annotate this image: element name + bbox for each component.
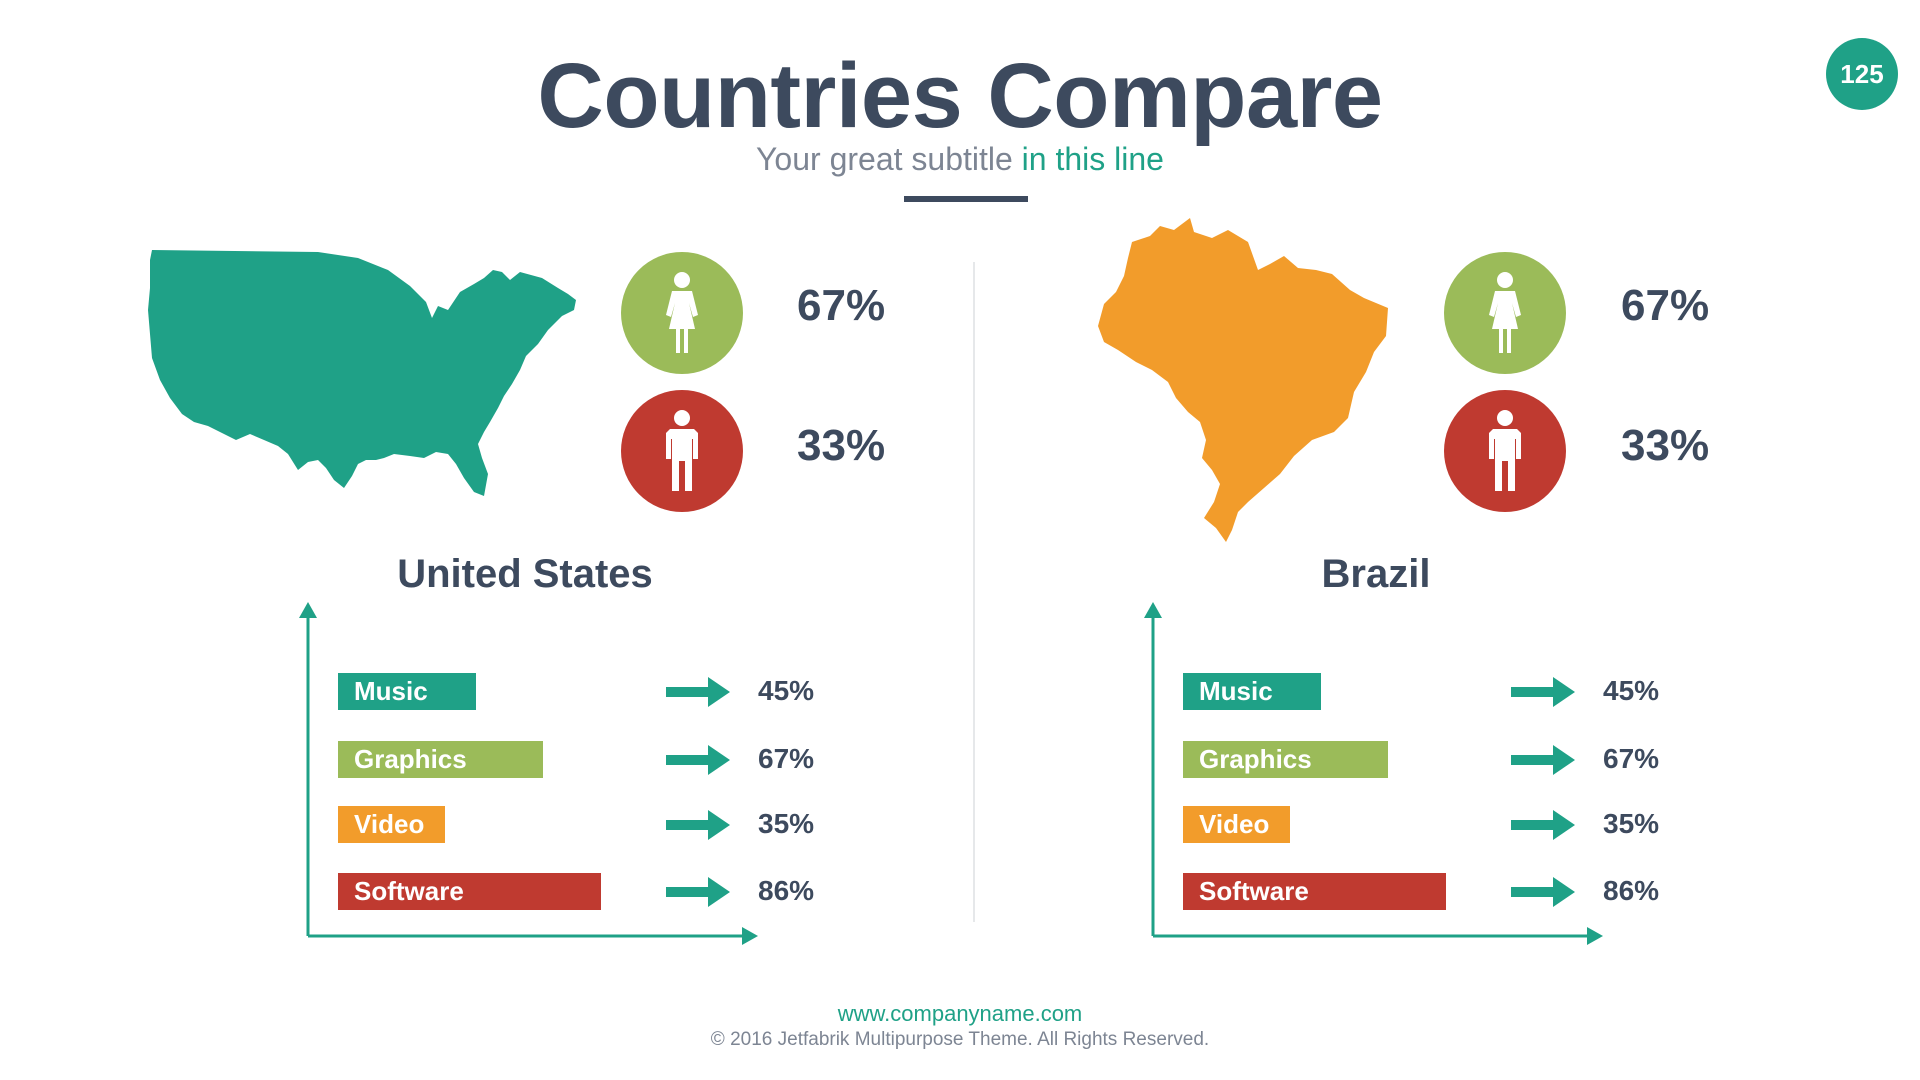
arrow-right-icon bbox=[666, 877, 730, 907]
female-pct-us: 67% bbox=[797, 281, 886, 330]
y-axis-arrowhead bbox=[299, 602, 317, 618]
chart-axes bbox=[299, 602, 758, 945]
male-person-icon bbox=[666, 410, 698, 491]
male-pct-br: 33% bbox=[1621, 421, 1710, 470]
arrow-right-icon bbox=[666, 677, 730, 707]
male-circle-us bbox=[621, 390, 743, 512]
bar-value-music: 45% bbox=[1603, 675, 1660, 706]
male-person-icon bbox=[1489, 410, 1521, 491]
bar-value-music: 45% bbox=[758, 675, 815, 706]
bar-value-software: 86% bbox=[758, 875, 815, 906]
slide-title: Countries Compare bbox=[537, 45, 1383, 147]
bar-music: Music bbox=[338, 673, 476, 710]
female-pct-br: 67% bbox=[1621, 281, 1710, 330]
bar-value-graphics: 67% bbox=[758, 743, 815, 774]
bar-software: Software bbox=[1183, 873, 1446, 910]
brazil-map bbox=[1098, 218, 1388, 542]
female-circle-us bbox=[621, 252, 743, 374]
center-divider bbox=[973, 262, 975, 922]
bar-value-video: 35% bbox=[758, 808, 815, 839]
footer-copyright: © 2016 Jetfabrik Multipurpose Theme. All… bbox=[710, 1029, 1210, 1050]
bar-value-graphics: 67% bbox=[1603, 743, 1660, 774]
bar-software: Software bbox=[338, 873, 601, 910]
bar-video: Video bbox=[1183, 806, 1290, 843]
arrow-right-icon bbox=[1511, 877, 1575, 907]
arrow-right-icon bbox=[1511, 810, 1575, 840]
country-name-us: United States bbox=[397, 552, 653, 596]
usa-map bbox=[148, 250, 576, 496]
slide-subtitle: Your great subtitle in this line bbox=[0, 143, 1920, 175]
bar-chart-br: Music 45% Graphics 67% Video 35% Software 86% bbox=[1141, 602, 1661, 946]
bar-graphics: Graphics bbox=[338, 741, 543, 778]
bar-graphics: Graphics bbox=[1183, 741, 1388, 778]
footer-url[interactable]: www.companyname.com bbox=[837, 1001, 1083, 1026]
male-circle-br bbox=[1444, 390, 1566, 512]
female-person-icon bbox=[666, 272, 698, 353]
bar-music: Music bbox=[1183, 673, 1321, 710]
subtitle-main: Your great subtitle bbox=[756, 141, 1013, 177]
country-name-br: Brazil bbox=[1321, 552, 1431, 596]
female-circle-br bbox=[1444, 252, 1566, 374]
x-axis-arrowhead bbox=[742, 927, 758, 945]
title-underline bbox=[904, 196, 1028, 202]
chart-axes bbox=[1144, 602, 1603, 945]
y-axis-arrowhead bbox=[1144, 602, 1162, 618]
subtitle-accent: in this line bbox=[1021, 141, 1164, 177]
male-pct-us: 33% bbox=[797, 421, 886, 470]
bar-chart-us: Music 45% Graphics 67% Video 35% Software 86% bbox=[296, 602, 816, 946]
bar-video: Video bbox=[338, 806, 445, 843]
x-axis-arrowhead bbox=[1587, 927, 1603, 945]
bar-value-software: 86% bbox=[1603, 875, 1660, 906]
bar-value-video: 35% bbox=[1603, 808, 1660, 839]
page-number-badge: 125 bbox=[1826, 38, 1898, 110]
arrow-right-icon bbox=[666, 745, 730, 775]
arrow-right-icon bbox=[1511, 677, 1575, 707]
female-person-icon bbox=[1489, 272, 1521, 353]
arrow-right-icon bbox=[1511, 745, 1575, 775]
arrow-right-icon bbox=[666, 810, 730, 840]
